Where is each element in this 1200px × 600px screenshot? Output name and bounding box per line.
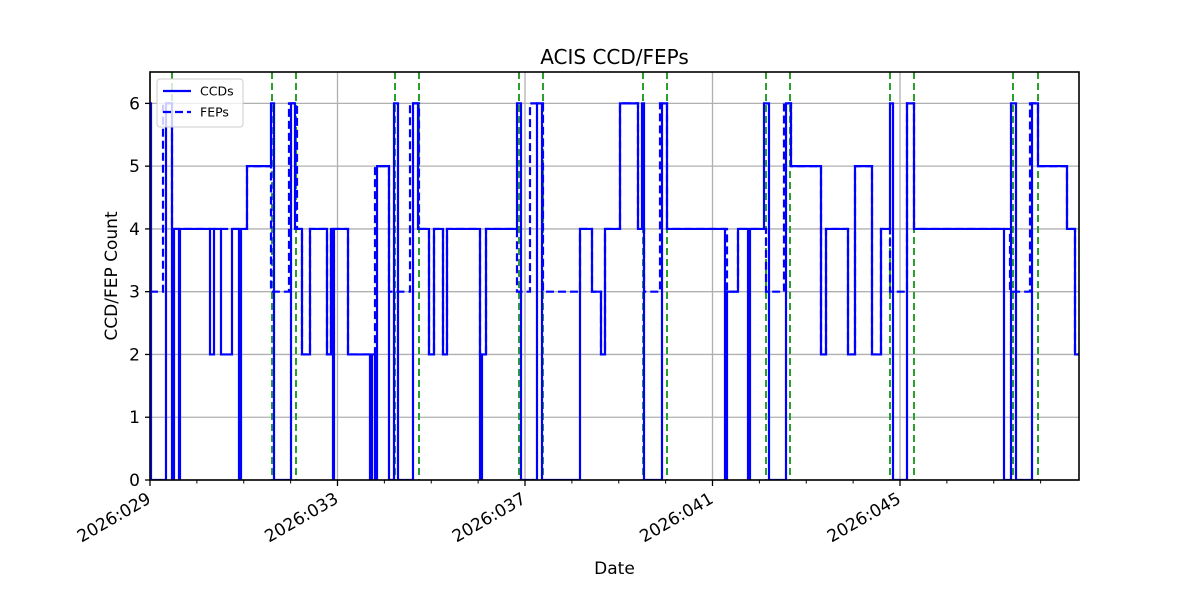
y-tick-label: 5 — [129, 157, 140, 177]
chart-title: ACIS CCD/FEPs — [540, 45, 689, 69]
y-axis: 0 1 2 3 4 5 6 — [129, 94, 150, 491]
y-tick-label: 2 — [129, 345, 140, 365]
series-lines — [150, 102, 1079, 480]
legend-ccds-label: CCDs — [200, 84, 234, 99]
legend-feps-label: FEPs — [200, 105, 229, 120]
y-tick-label: 3 — [129, 283, 140, 303]
series-feps — [150, 102, 1079, 356]
y-tick-label: 6 — [129, 94, 140, 114]
series-ccds — [150, 102, 1079, 480]
y-tick-label: 0 — [129, 471, 140, 491]
y-tick-label: 4 — [129, 220, 140, 240]
y-axis-label: CCD/FEP Count — [102, 211, 122, 341]
y-tick-label: 1 — [129, 408, 140, 428]
axes-frame — [149, 71, 1080, 481]
x-axis-label: Date — [594, 559, 635, 579]
legend: CCDs FEPs — [156, 78, 244, 128]
